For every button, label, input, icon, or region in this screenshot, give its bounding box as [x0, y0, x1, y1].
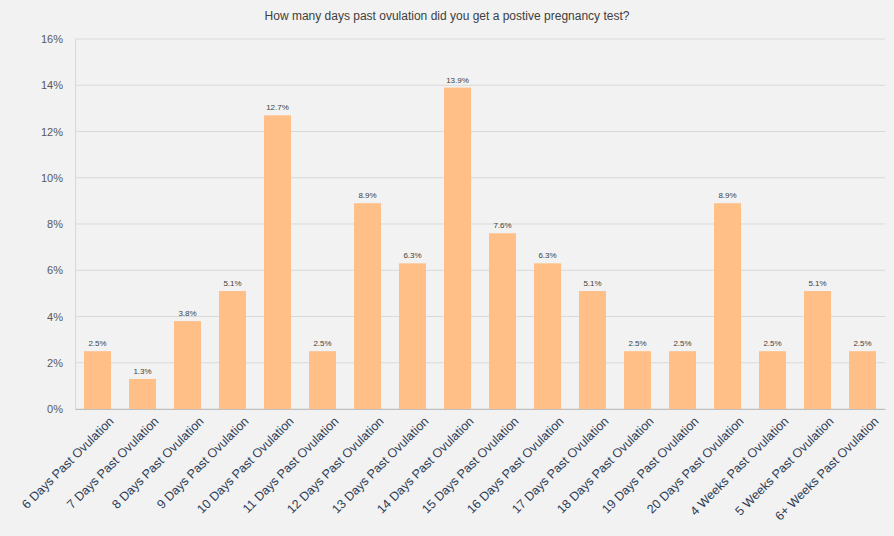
- bar: [624, 351, 651, 409]
- data-label: 5.1%: [223, 279, 241, 288]
- bar: [84, 351, 111, 409]
- y-axis-line: [75, 40, 76, 410]
- x-tick: 8 Days Past Ovulation: [109, 409, 206, 512]
- y-tick: 0%: [47, 403, 75, 415]
- y-tick: 12%: [41, 126, 75, 138]
- data-label: 5.1%: [583, 279, 601, 288]
- grid: [75, 39, 885, 409]
- data-label: 6.3%: [538, 251, 556, 260]
- y-tick: 14%: [41, 79, 75, 91]
- data-label: 8.9%: [358, 191, 376, 200]
- data-label: 1.3%: [133, 367, 151, 376]
- y-tick-label: 6%: [47, 264, 63, 276]
- x-tick-label: 6+ Weeks Past Ovulation: [772, 414, 881, 523]
- bar: [309, 351, 336, 409]
- data-label: 2.5%: [313, 339, 331, 348]
- x-tick: 6+ Weeks Past Ovulation: [772, 409, 881, 523]
- y-tick-label: 0%: [47, 403, 63, 415]
- y-tick-label: 12%: [41, 126, 63, 138]
- data-label: 2.5%: [763, 339, 781, 348]
- y-axis: 0% 2% 4% 6% 8% 10% 12% 14% 16%: [41, 33, 76, 415]
- grid-line: [75, 224, 885, 225]
- y-tick: 6%: [47, 264, 75, 276]
- data-label: 2.5%: [88, 339, 106, 348]
- x-axis-line: [76, 409, 886, 410]
- data-label: 12.7%: [266, 103, 289, 112]
- data-label: 2.5%: [628, 339, 646, 348]
- data-label: 6.3%: [403, 251, 421, 260]
- bar: [669, 351, 696, 409]
- title: How many days past ovulation did you get…: [265, 9, 630, 23]
- bar: [264, 115, 291, 409]
- bar: [804, 291, 831, 409]
- y-tick-label: 4%: [47, 311, 63, 323]
- y-tick-label: 2%: [47, 357, 63, 369]
- bar: [129, 379, 156, 409]
- bar: [399, 263, 426, 409]
- grid-line: [75, 85, 885, 86]
- y-tick: 4%: [47, 311, 75, 323]
- y-tick-label: 10%: [41, 172, 63, 184]
- y-tick-label: 16%: [41, 33, 63, 45]
- y-tick: 16%: [41, 33, 75, 45]
- x-axis: 6 Days Past Ovulation7 Days Past Ovulati…: [19, 409, 885, 523]
- data-label: 5.1%: [808, 279, 826, 288]
- y-tick: 2%: [47, 357, 75, 369]
- bar: [579, 291, 606, 409]
- bar: [174, 321, 201, 409]
- data-label: 13.9%: [446, 76, 469, 85]
- bar: [489, 233, 516, 409]
- bar: [354, 203, 381, 409]
- y-tick-label: 8%: [47, 218, 63, 230]
- data-label: 3.8%: [178, 309, 196, 318]
- bar: [444, 88, 471, 409]
- bar: [849, 351, 876, 409]
- grid-line: [75, 177, 885, 178]
- bar: [534, 263, 561, 409]
- bar: [219, 291, 246, 409]
- y-tick-label: 14%: [41, 79, 63, 91]
- chart: 0% 2% 4% 6% 8% 10% 12% 14% 16% 6 Days Past Ovulat…: [0, 0, 894, 536]
- data-label: 8.9%: [718, 191, 736, 200]
- grid-line: [75, 39, 885, 40]
- grid-line: [75, 270, 885, 271]
- bar: [759, 351, 786, 409]
- y-tick: 10%: [41, 172, 75, 184]
- grid-line: [75, 131, 885, 132]
- data-label: 2.5%: [673, 339, 691, 348]
- data-labels: 2.5% 1.3% 3.8% 5.1% 12.7% 2.5% 8.9% 6.3% 13.9% 7.…: [88, 76, 871, 376]
- data-label: 7.6%: [493, 221, 511, 230]
- background: [0, 0, 894, 536]
- y-tick: 8%: [47, 218, 75, 230]
- x-tick: 6 Days Past Ovulation: [19, 409, 116, 512]
- bar: [714, 203, 741, 409]
- x-tick: 7 Days Past Ovulation: [64, 409, 161, 512]
- bars: [84, 88, 876, 409]
- data-label: 2.5%: [853, 339, 871, 348]
- x-tick: 9 Days Past Ovulation: [154, 409, 251, 512]
